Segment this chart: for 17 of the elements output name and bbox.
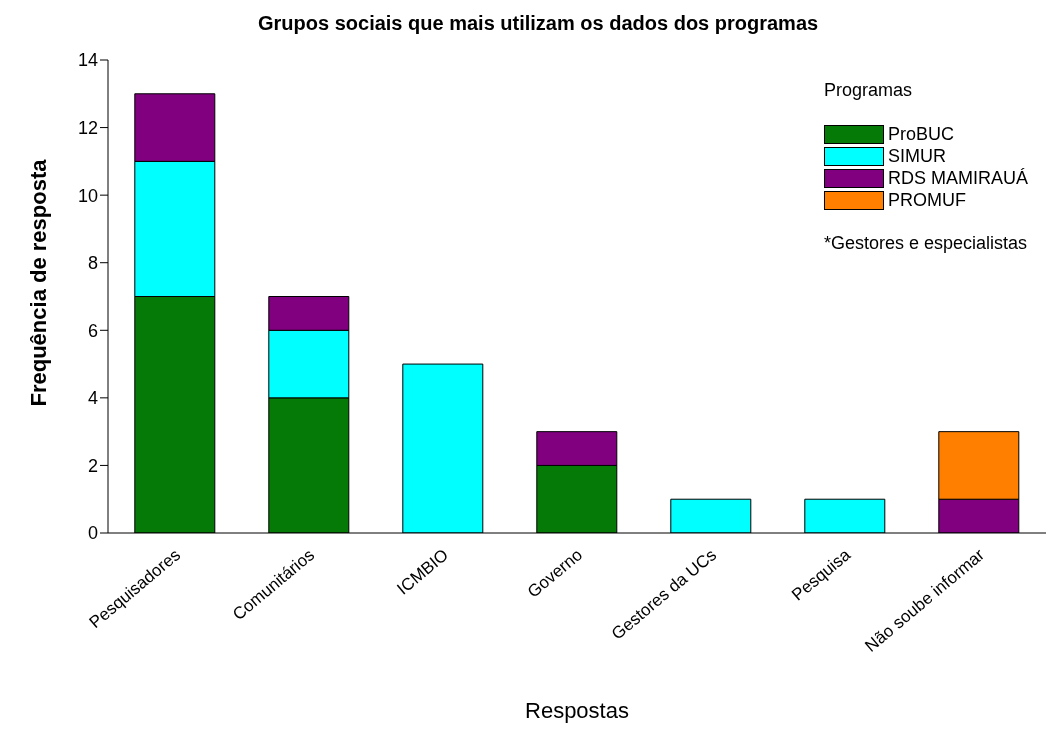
y-tick-label: 8 (87, 253, 98, 274)
y-tick-label: 14 (77, 50, 98, 71)
y-tick-label: 4 (87, 388, 98, 409)
annotation: *Gestores e especialistas (823, 233, 1028, 254)
y-tick-label: 12 (77, 117, 98, 138)
legend-title: Programas (823, 80, 913, 101)
legend-label: SIMUR (887, 145, 946, 167)
legend-label: RDS MAMIRAUÁ (887, 167, 1028, 189)
y-tick-label: 2 (87, 455, 98, 476)
y-tick-label: 6 (87, 320, 98, 341)
y-tick-label: 0 (87, 523, 98, 544)
legend-label: PROMUF (887, 189, 966, 211)
y-axis-title: Frequência de resposta (25, 158, 51, 407)
x-axis-title: Respostas (525, 698, 629, 723)
y-tick-label: 10 (77, 185, 98, 206)
chart-title: Grupos sociais que mais utilizam os dados dos programas (258, 12, 819, 35)
legend-label: ProBUC (887, 123, 954, 145)
